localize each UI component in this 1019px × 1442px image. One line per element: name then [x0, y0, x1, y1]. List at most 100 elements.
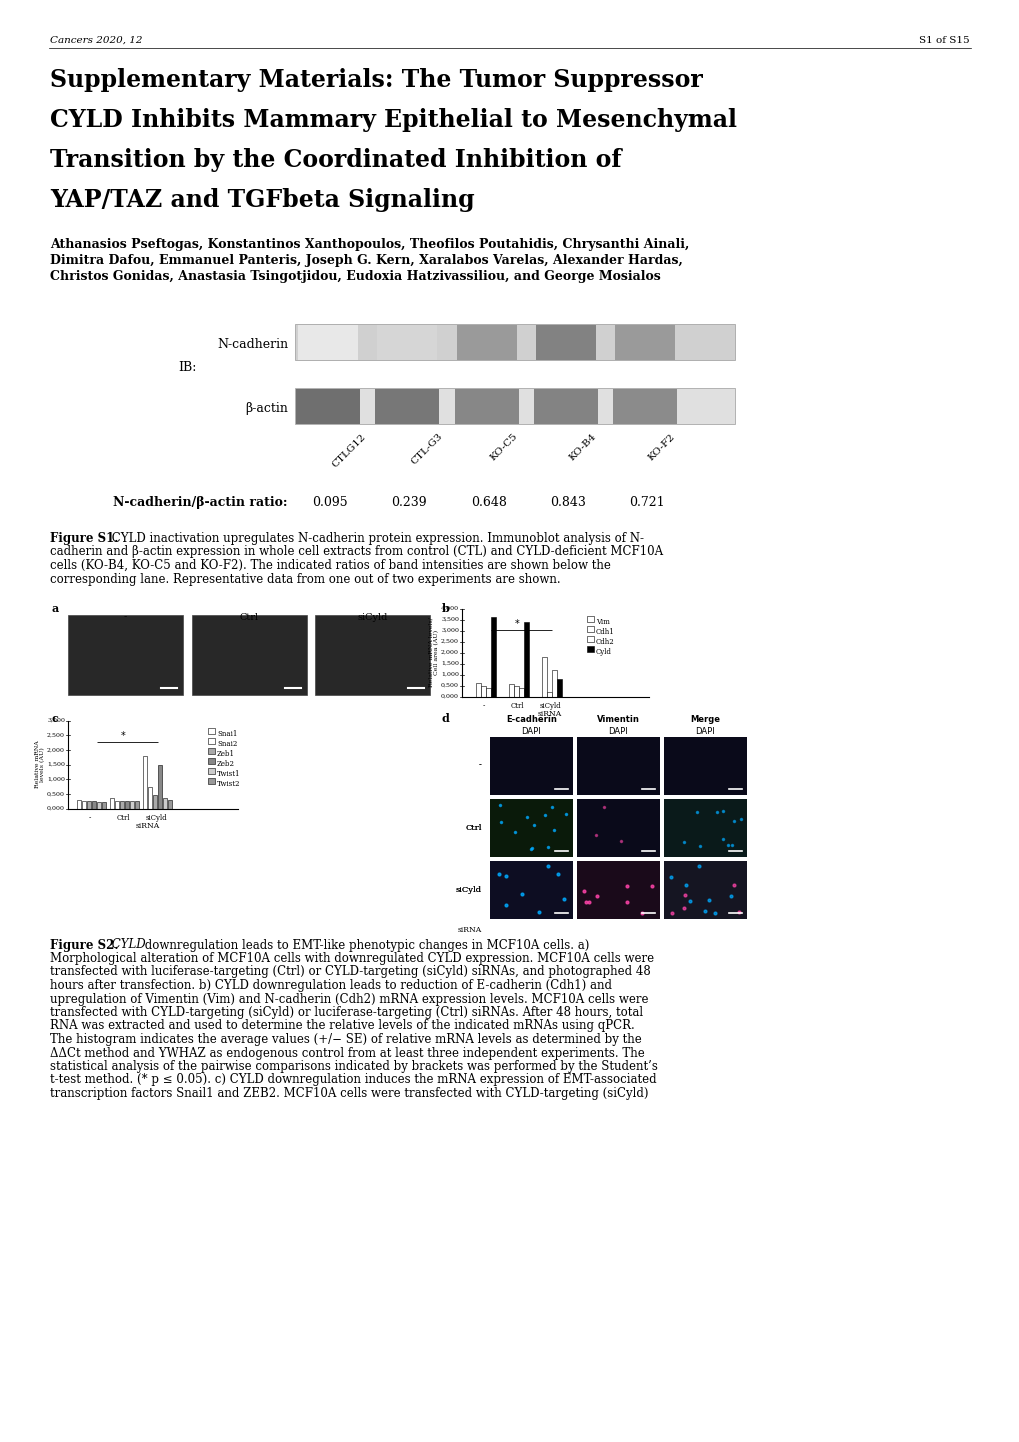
Text: 1,000: 1,000 — [47, 777, 65, 782]
Text: statistical analysis of the pairwise comparisons indicated by brackets was perfo: statistical analysis of the pairwise com… — [50, 1060, 657, 1073]
Bar — [489, 737, 573, 795]
Text: KO-B4: KO-B4 — [568, 433, 598, 463]
Bar — [208, 757, 215, 763]
Bar — [577, 737, 659, 795]
Bar — [519, 688, 524, 696]
Text: Supplementary Materials: The Tumor Suppressor: Supplementary Materials: The Tumor Suppr… — [50, 68, 702, 92]
Text: 3,000: 3,000 — [47, 718, 65, 722]
Text: S1 of S15: S1 of S15 — [918, 36, 969, 45]
Text: KO-F2: KO-F2 — [646, 433, 677, 463]
Text: CYLD: CYLD — [108, 939, 146, 952]
Text: Zeb2: Zeb2 — [217, 760, 234, 769]
Bar — [83, 802, 87, 809]
Bar — [377, 324, 437, 360]
Text: transcription factors Snail1 and ZEB2. MCF10A cells were transfected with CYLD-t: transcription factors Snail1 and ZEB2. M… — [50, 1087, 648, 1100]
Text: transfected with luciferase-targeting (Ctrl) or CYLD-targeting (siCyld) siRNAs, : transfected with luciferase-targeting (C… — [50, 966, 650, 979]
Bar — [192, 614, 307, 695]
Text: Merge: Merge — [690, 715, 719, 724]
Text: hours after transfection. b) CYLD downregulation leads to reduction of E-cadheri: hours after transfection. b) CYLD downre… — [50, 979, 611, 992]
Text: Christos Gonidas, Anastasia Tsingotjidou, Eudoxia Hatzivassiliou, and George Mos: Christos Gonidas, Anastasia Tsingotjidou… — [50, 270, 660, 283]
Bar — [542, 658, 547, 696]
Text: Relative mRNA
levels (AU): Relative mRNA levels (AU) — [35, 741, 46, 789]
Bar — [514, 686, 519, 696]
Text: Cdh2: Cdh2 — [595, 639, 614, 646]
Text: 4,000: 4,000 — [440, 606, 459, 611]
Bar — [136, 802, 140, 809]
Text: DAPI: DAPI — [695, 727, 714, 735]
Text: 2,500: 2,500 — [47, 733, 65, 738]
Text: The histogram indicates the average values (+/− SE) of relative mRNA levels as d: The histogram indicates the average valu… — [50, 1032, 641, 1045]
Bar — [110, 797, 114, 809]
Bar — [557, 679, 561, 696]
Text: Snai1: Snai1 — [217, 731, 237, 738]
Text: Cdh1: Cdh1 — [595, 629, 614, 636]
Text: Vimentin: Vimentin — [596, 715, 639, 724]
Bar — [663, 737, 746, 795]
Text: 0.095: 0.095 — [312, 496, 347, 509]
Text: KO-C5: KO-C5 — [488, 433, 519, 463]
Text: 3,000: 3,000 — [440, 629, 459, 633]
Text: -: - — [479, 761, 482, 770]
Bar — [454, 389, 518, 424]
Bar — [153, 796, 157, 809]
Text: N-cadherin: N-cadherin — [217, 337, 287, 350]
Text: Cancers 2020, 12: Cancers 2020, 12 — [50, 36, 143, 45]
Bar — [586, 646, 593, 652]
Bar — [663, 861, 746, 919]
Text: t-test method. (* p ≤ 0.05). c) CYLD downregulation induces the mRNA expression : t-test method. (* p ≤ 0.05). c) CYLD dow… — [50, 1073, 656, 1086]
Text: 0.239: 0.239 — [391, 496, 427, 509]
Bar — [158, 764, 162, 809]
Bar — [586, 616, 593, 622]
Text: a: a — [52, 603, 59, 613]
Text: siCyld: siCyld — [539, 702, 560, 711]
Bar — [491, 617, 496, 696]
Bar — [98, 802, 102, 809]
Text: 2,000: 2,000 — [440, 650, 459, 655]
Text: cells (KO-B4, KO-C5 and KO-F2). The indicated ratios of band intensities are sho: cells (KO-B4, KO-C5 and KO-F2). The indi… — [50, 559, 610, 572]
Text: 0.843: 0.843 — [549, 496, 585, 509]
Text: siCyld: siCyld — [145, 815, 167, 822]
Text: *: * — [515, 620, 519, 630]
Bar — [208, 728, 215, 734]
Bar — [586, 636, 593, 642]
Text: Ctrl: Ctrl — [465, 823, 482, 832]
Bar — [457, 324, 516, 360]
Bar — [102, 802, 106, 809]
Text: N-cadherin/β-actin ratio:: N-cadherin/β-actin ratio: — [113, 496, 287, 509]
Text: 0,500: 0,500 — [47, 792, 65, 796]
Text: b: b — [441, 603, 449, 613]
Bar — [612, 389, 677, 424]
Text: 0,000: 0,000 — [440, 694, 459, 699]
Text: d: d — [441, 712, 449, 724]
Bar — [68, 614, 182, 695]
Text: upregulation of Vimentin (Vim) and N-cadherin (Cdh2) mRNA expression levels. MCF: upregulation of Vimentin (Vim) and N-cad… — [50, 992, 648, 1005]
Text: Relative mRNA levels/
Cell area (AU): Relative mRNA levels/ Cell area (AU) — [428, 617, 439, 688]
Bar — [115, 800, 119, 809]
Text: 0.648: 0.648 — [470, 496, 506, 509]
Bar — [298, 324, 358, 360]
Bar — [547, 692, 552, 696]
Bar — [208, 737, 215, 744]
Text: Ctrl: Ctrl — [510, 702, 523, 711]
Text: -: - — [479, 761, 482, 770]
Bar — [375, 389, 439, 424]
Text: Cyld: Cyld — [595, 649, 611, 656]
Text: YAP/TAZ and TGFbeta Signaling: YAP/TAZ and TGFbeta Signaling — [50, 187, 474, 212]
Bar — [481, 686, 486, 696]
Bar — [476, 684, 481, 696]
Bar — [130, 802, 135, 809]
Bar — [535, 324, 595, 360]
Bar — [489, 799, 573, 857]
Text: Snai2: Snai2 — [217, 741, 237, 748]
Text: Twist2: Twist2 — [217, 780, 240, 789]
Text: cadherin and β-actin expression in whole cell extracts from control (CTL) and CY: cadherin and β-actin expression in whole… — [50, 545, 662, 558]
Text: 0.721: 0.721 — [629, 496, 664, 509]
Text: siCyld: siCyld — [455, 885, 482, 894]
Bar — [77, 800, 82, 809]
Bar — [88, 802, 92, 809]
Text: -: - — [89, 815, 91, 822]
Bar — [315, 614, 430, 695]
Bar — [296, 389, 360, 424]
Text: Morphological alteration of MCF10A cells with downregulated CYLD expression. MCF: Morphological alteration of MCF10A cells… — [50, 952, 653, 965]
Text: 1,500: 1,500 — [47, 761, 65, 767]
